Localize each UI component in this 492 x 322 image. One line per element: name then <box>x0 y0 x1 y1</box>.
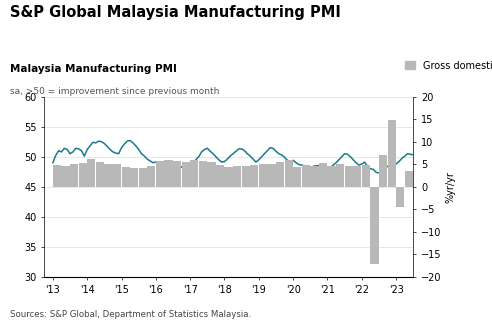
Bar <box>70 164 78 187</box>
Bar <box>456 163 464 187</box>
Bar <box>139 168 147 187</box>
Text: S&P Global Malaysia Manufacturing PMI: S&P Global Malaysia Manufacturing PMI <box>10 5 341 20</box>
Bar <box>62 166 70 187</box>
Bar <box>113 164 121 187</box>
Bar <box>224 167 233 187</box>
Bar <box>422 147 430 187</box>
Bar <box>242 166 250 187</box>
Bar <box>267 164 276 187</box>
Bar <box>199 161 207 187</box>
Text: Sources: S&P Global, Department of Statistics Malaysia.: Sources: S&P Global, Department of Stati… <box>10 310 251 319</box>
Bar <box>104 164 113 187</box>
Bar <box>216 165 224 187</box>
Bar <box>482 164 490 187</box>
Bar <box>328 166 336 187</box>
Bar <box>156 161 164 187</box>
Bar <box>379 155 387 187</box>
Bar <box>353 166 362 187</box>
Bar <box>413 164 422 187</box>
Text: sa, >50 = improvement since previous month: sa, >50 = improvement since previous mon… <box>10 87 219 96</box>
Bar <box>310 166 318 187</box>
Bar <box>302 165 310 187</box>
Bar <box>491 166 492 187</box>
Bar <box>396 187 404 207</box>
Bar <box>96 162 104 187</box>
Bar <box>164 160 173 187</box>
Bar <box>190 160 198 187</box>
Bar <box>370 187 379 264</box>
Bar <box>79 163 87 187</box>
Bar <box>465 164 473 187</box>
Bar <box>405 171 413 187</box>
Bar <box>293 167 302 187</box>
Bar <box>173 161 181 187</box>
Bar <box>276 162 284 187</box>
Bar <box>284 160 293 187</box>
Bar <box>259 164 267 187</box>
Bar <box>53 165 61 187</box>
Bar <box>388 120 396 187</box>
Bar <box>130 168 138 187</box>
Bar <box>439 144 447 187</box>
Bar <box>344 166 353 187</box>
Bar <box>430 144 439 187</box>
Bar <box>362 165 370 187</box>
Text: Malaysia Manufacturing PMI: Malaysia Manufacturing PMI <box>10 64 177 74</box>
Bar <box>147 166 155 187</box>
Bar <box>448 146 456 187</box>
Y-axis label: %yr/yr: %yr/yr <box>446 171 456 203</box>
Bar <box>122 167 130 187</box>
Bar <box>182 162 190 187</box>
Bar <box>336 164 344 187</box>
Bar <box>319 163 327 187</box>
Bar <box>233 166 241 187</box>
Legend: Gross domestic product: Gross domestic product <box>401 57 492 75</box>
Bar <box>87 159 95 187</box>
Bar <box>207 162 215 187</box>
Bar <box>473 164 482 187</box>
Bar <box>250 165 258 187</box>
